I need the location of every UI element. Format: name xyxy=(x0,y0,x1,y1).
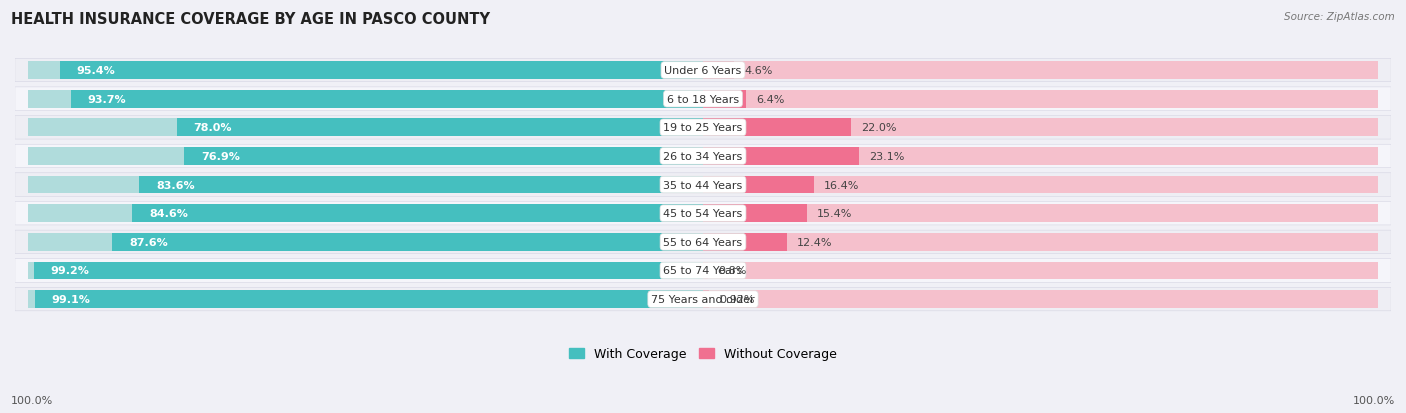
Bar xyxy=(703,290,709,308)
Text: 35 to 44 Years: 35 to 44 Years xyxy=(664,180,742,190)
Bar xyxy=(703,148,1378,166)
Text: 55 to 64 Years: 55 to 64 Years xyxy=(664,237,742,247)
FancyBboxPatch shape xyxy=(15,116,1391,140)
Text: 100.0%: 100.0% xyxy=(11,395,53,405)
Bar xyxy=(28,233,703,251)
Bar xyxy=(28,290,703,308)
Text: 100.0%: 100.0% xyxy=(1353,395,1395,405)
FancyBboxPatch shape xyxy=(15,88,1391,111)
Text: 6.4%: 6.4% xyxy=(756,95,785,104)
Text: 26 to 34 Years: 26 to 34 Years xyxy=(664,152,742,161)
Bar xyxy=(28,62,703,80)
Bar xyxy=(703,176,814,194)
Text: 6 to 18 Years: 6 to 18 Years xyxy=(666,95,740,104)
Bar xyxy=(132,205,703,223)
Bar xyxy=(703,90,747,108)
Text: 87.6%: 87.6% xyxy=(129,237,167,247)
Text: 99.2%: 99.2% xyxy=(51,266,90,276)
Bar xyxy=(28,205,703,223)
Bar xyxy=(703,119,852,137)
Bar xyxy=(703,233,1378,251)
Bar xyxy=(28,119,703,137)
Bar xyxy=(703,233,786,251)
FancyBboxPatch shape xyxy=(15,259,1391,282)
Bar xyxy=(177,119,703,137)
Bar xyxy=(35,290,703,308)
FancyBboxPatch shape xyxy=(15,59,1391,83)
Bar xyxy=(703,90,1378,108)
Bar xyxy=(703,205,1378,223)
Text: 16.4%: 16.4% xyxy=(824,180,859,190)
Text: 4.6%: 4.6% xyxy=(744,66,772,76)
Text: 12.4%: 12.4% xyxy=(797,237,832,247)
Bar xyxy=(28,176,703,194)
Legend: With Coverage, Without Coverage: With Coverage, Without Coverage xyxy=(564,342,842,366)
Bar xyxy=(703,148,859,166)
Bar xyxy=(703,262,709,280)
Bar xyxy=(112,233,703,251)
Text: HEALTH INSURANCE COVERAGE BY AGE IN PASCO COUNTY: HEALTH INSURANCE COVERAGE BY AGE IN PASC… xyxy=(11,12,491,27)
Text: 23.1%: 23.1% xyxy=(869,152,904,161)
FancyBboxPatch shape xyxy=(15,173,1391,197)
Bar xyxy=(59,62,703,80)
Text: 0.8%: 0.8% xyxy=(718,266,747,276)
Bar xyxy=(703,62,1378,80)
Text: 76.9%: 76.9% xyxy=(201,152,240,161)
Bar xyxy=(703,176,1378,194)
Bar xyxy=(703,119,1378,137)
FancyBboxPatch shape xyxy=(15,288,1391,311)
Text: 22.0%: 22.0% xyxy=(862,123,897,133)
Text: 93.7%: 93.7% xyxy=(87,95,127,104)
Text: 84.6%: 84.6% xyxy=(149,209,188,218)
FancyBboxPatch shape xyxy=(15,230,1391,254)
Bar xyxy=(28,262,703,280)
Bar xyxy=(703,290,1378,308)
Bar xyxy=(184,148,703,166)
Bar xyxy=(70,90,703,108)
Text: 99.1%: 99.1% xyxy=(52,294,90,304)
Text: 15.4%: 15.4% xyxy=(817,209,852,218)
Bar xyxy=(28,148,703,166)
Text: 75 Years and older: 75 Years and older xyxy=(651,294,755,304)
Bar xyxy=(703,262,1378,280)
Bar xyxy=(703,205,807,223)
Text: Source: ZipAtlas.com: Source: ZipAtlas.com xyxy=(1284,12,1395,22)
FancyBboxPatch shape xyxy=(15,145,1391,168)
Text: 95.4%: 95.4% xyxy=(76,66,115,76)
Text: 45 to 54 Years: 45 to 54 Years xyxy=(664,209,742,218)
Bar xyxy=(139,176,703,194)
Text: 0.92%: 0.92% xyxy=(720,294,755,304)
Bar xyxy=(28,90,703,108)
Text: 65 to 74 Years: 65 to 74 Years xyxy=(664,266,742,276)
Text: 19 to 25 Years: 19 to 25 Years xyxy=(664,123,742,133)
FancyBboxPatch shape xyxy=(15,202,1391,225)
Text: Under 6 Years: Under 6 Years xyxy=(665,66,741,76)
Bar xyxy=(34,262,703,280)
Text: 78.0%: 78.0% xyxy=(194,123,232,133)
Text: 83.6%: 83.6% xyxy=(156,180,194,190)
Bar xyxy=(703,62,734,80)
